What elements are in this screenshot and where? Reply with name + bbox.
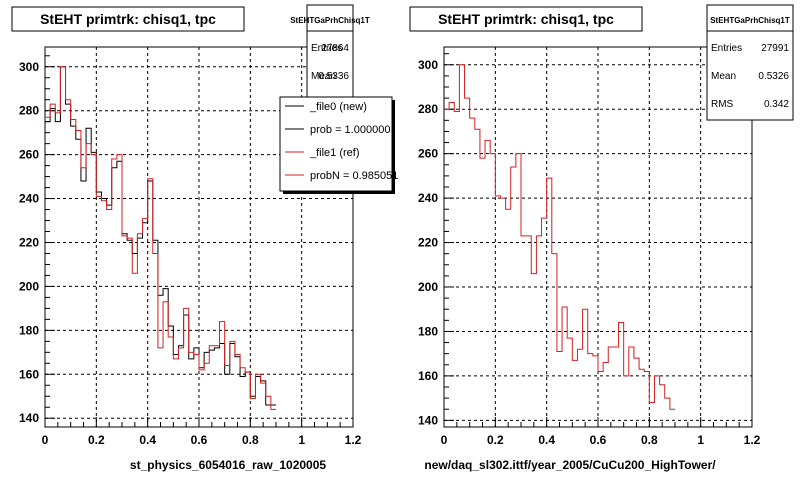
left-stats-name: StEHTGaPrhChisq1T [290,16,370,25]
right-plot-frame: 0 0.2 0.4 0.6 0.8 1 1.2 140 160 180 200 220 240 260 28… [418,4,794,447]
left-x-tick-label-3: 0.6 [191,433,208,447]
left-y-tick-label-0: 140 [19,411,39,425]
right-y-tick-label-3: 200 [418,280,438,294]
left-legend-label-1: prob = 1.000000 [310,124,390,136]
right-y-tick-label-4: 220 [418,236,438,250]
left-y-tick-label-4: 220 [19,235,39,249]
left-y-tick-label-6: 260 [19,148,39,162]
left-plot-frame: 0 0.2 0.4 0.6 0.8 1 1.2 140 160 180 200 220 240 260 28… [19,4,398,447]
right-stats-label-0: Entries [711,43,742,54]
left-y-tick-label-3: 200 [19,279,39,293]
left-x-tick-label-1: 0.2 [88,433,105,447]
right-series-0-line [444,64,675,410]
right-y-tick-label-6: 260 [418,147,438,161]
right-stats-label-2: RMS [711,99,734,110]
right-chart-title: StEHT primtrk: chisq1, tpc [438,11,614,27]
right-x-tick-label-2: 0.4 [538,433,555,447]
left-stats-value-1: 0.5336 [318,71,349,82]
right-title-box [409,6,643,32]
right-x-tick-label-6: 1.2 [744,433,761,447]
left-x-tick-label-5: 1 [298,433,305,447]
right-x-tick-label-1: 0.2 [487,433,504,447]
right-stats-label-1: Mean [711,71,736,82]
right-y-tick-label-7: 280 [418,102,438,116]
left-y-tick-label-5: 240 [19,192,39,206]
right-stats-value-1: 0.5326 [758,71,789,82]
left-stats-value-0: 27864 [321,43,349,54]
right-y-tick-label-8: 300 [418,58,438,72]
left-y-tick-label-8: 300 [19,60,39,74]
right-histogram-pad: 0 0.2 0.4 0.6 0.8 1 1.2 140 160 180 200 220 240 260 28… [409,4,794,472]
right-y-tick-label-1: 160 [418,369,438,383]
left-title-box [11,6,245,32]
right-stats-value-2: 0.342 [764,99,789,110]
left-x-tick-label-6: 1.2 [345,433,362,447]
left-y-tick-label-7: 280 [19,104,39,118]
left-series-1-line [45,66,276,410]
left-stats-label-0: Entries [311,43,342,54]
left-x-tick-label-4: 0.8 [242,433,259,447]
left-legend: _file0 (new) prob = 1.000000 _file1 (ref) p… [279,96,398,194]
right-x-tick-label-3: 0.6 [590,433,607,447]
left-x-tick-label-2: 0.4 [139,433,156,447]
left-legend-label-0: _file0 (new) [309,101,367,113]
right-x-tick-label-4: 0.8 [641,433,658,447]
right-stats-value-0: 27991 [761,43,789,54]
right-stats-name: StEHTGaPrhChisq1T [710,16,790,25]
left-legend-label-2: _file1 (ref) [309,147,360,159]
left-histogram-pad: 0 0.2 0.4 0.6 0.8 1 1.2 140 160 180 200 220 240 260 28… [11,4,398,472]
right-x-axis-label: new/daq_sl302.ittf/year_2005/CuCu200_Hig… [424,458,716,472]
left-y-tick-label-2: 180 [19,323,39,337]
right-y-tick-label-0: 140 [418,413,438,427]
left-legend-label-3: probN = 0.985051 [310,170,398,182]
left-x-axis-label: st_physics_6054016_raw_1020005 [130,458,326,472]
left-y-tick-label-1: 160 [19,367,39,381]
left-stats-label-1: Mean [311,71,336,82]
right-x-tick-label-5: 1 [697,433,704,447]
right-stats-box [706,4,794,121]
right-y-tick-label-5: 240 [418,191,438,205]
left-x-tick-label-0: 0 [42,433,49,447]
right-y-tick-label-2: 180 [418,324,438,338]
right-x-tick-label-0: 0 [441,433,448,447]
left-chart-title: StEHT primtrk: chisq1, tpc [40,11,216,27]
